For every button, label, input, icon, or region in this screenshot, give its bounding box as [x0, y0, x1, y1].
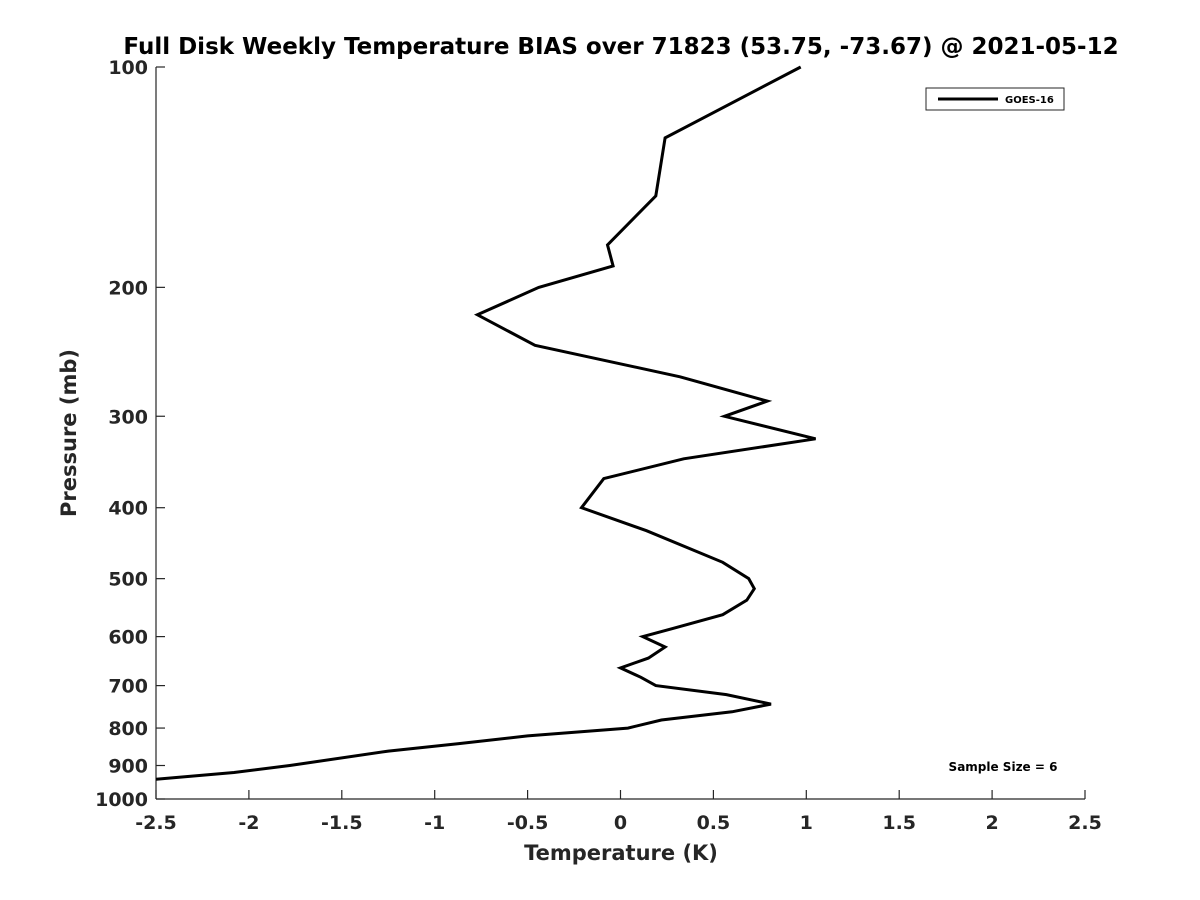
y-tick-label: 800 — [108, 718, 148, 740]
x-tick-label: 2 — [985, 812, 998, 834]
y-tick-label: 1000 — [95, 789, 148, 811]
x-tick-label: -1 — [424, 812, 445, 834]
x-ticks: -2.5 -2 -1.5 -1 -0.5 0 0.5 1 1.5 2 2.5 — [135, 790, 1102, 834]
y-ticks: 100 200 300 400 500 600 700 800 900 1000 — [95, 57, 165, 811]
chart-title: Full Disk Weekly Temperature BIAS over 7… — [123, 34, 1118, 60]
y-tick-label: 400 — [108, 498, 148, 520]
series-group — [155, 65, 816, 781]
x-tick-label: 0.5 — [697, 812, 731, 834]
x-tick-label: -2.5 — [135, 812, 177, 834]
x-axis-label: Temperature (K) — [524, 841, 718, 865]
y-tick-label: 500 — [108, 569, 148, 591]
x-tick-label: 0 — [614, 812, 627, 834]
x-tick-label: -0.5 — [507, 812, 549, 834]
sample-size-annotation: Sample Size = 6 — [949, 760, 1058, 774]
x-tick-label: -1.5 — [321, 812, 363, 834]
y-tick-label: 600 — [108, 627, 148, 649]
y-tick-label: 700 — [108, 676, 148, 698]
legend-entry-goes-16: GOES-16 — [1005, 95, 1054, 106]
legend: GOES-16 — [925, 87, 1065, 111]
y-tick-label: 200 — [108, 277, 148, 299]
y-tick-label: 300 — [108, 406, 148, 428]
y-axis-label: Pressure (mb) — [57, 349, 81, 517]
plot-area — [156, 67, 1085, 799]
x-tick-label: 2.5 — [1068, 812, 1102, 834]
x-tick-label: 1.5 — [882, 812, 916, 834]
axes: -2.5 -2 -1.5 -1 -0.5 0 0.5 1 1.5 2 2.5 100 200 300 40… — [95, 57, 1102, 834]
y-tick-label: 900 — [108, 756, 148, 778]
series-line-goes-16 — [155, 65, 816, 781]
y-tick-label: 100 — [108, 57, 148, 79]
x-tick-label: -2 — [238, 812, 259, 834]
x-tick-label: 1 — [800, 812, 813, 834]
